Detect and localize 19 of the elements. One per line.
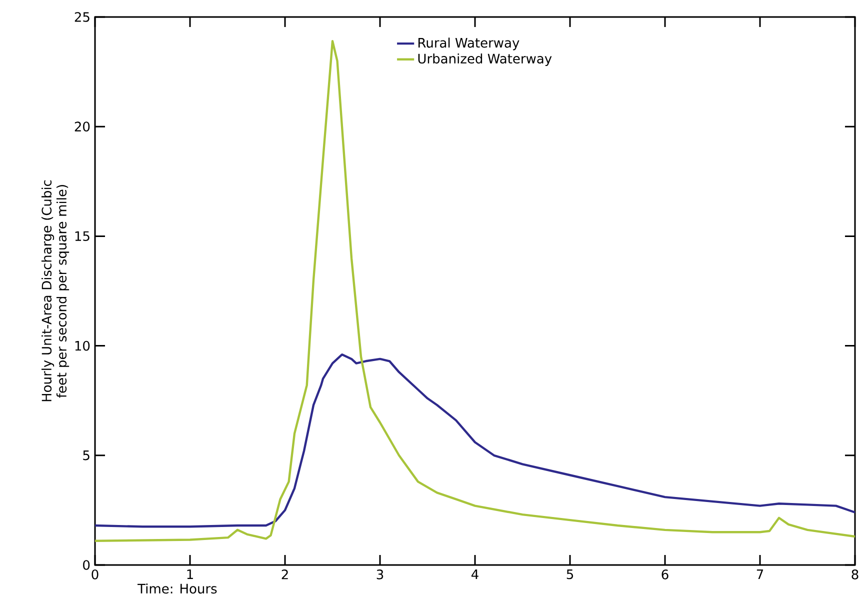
y-tick-label: 10 bbox=[75, 340, 90, 351]
x-tick-label: 1 bbox=[187, 570, 193, 579]
x-tick-label: 3 bbox=[376, 570, 384, 580]
x-tick-label: 7 bbox=[756, 570, 764, 579]
legend-label: Rural Waterway bbox=[418, 38, 520, 50]
x-tick-label: 8 bbox=[852, 570, 858, 580]
x-tick-label: 4 bbox=[471, 570, 478, 579]
y-tick-label: 25 bbox=[74, 12, 90, 22]
x-tick-label: 5 bbox=[566, 570, 573, 580]
legend-label: Urbanized Waterway bbox=[418, 53, 552, 66]
x-tick-label: 0 bbox=[92, 570, 98, 580]
y-tick-label: 0 bbox=[83, 560, 90, 570]
y-tick-label: 20 bbox=[74, 122, 90, 132]
x-tick-label: 2 bbox=[282, 570, 288, 580]
y-tick-label: 5 bbox=[83, 450, 90, 460]
x-axis-title: Time: Hours bbox=[138, 584, 217, 594]
y-axis-title: Hourly Unit-Area Discharge (Cubic feet per second per square mile) bbox=[41, 180, 70, 402]
y-tick-label: 15 bbox=[75, 231, 90, 242]
x-tick-label: 6 bbox=[662, 570, 668, 580]
